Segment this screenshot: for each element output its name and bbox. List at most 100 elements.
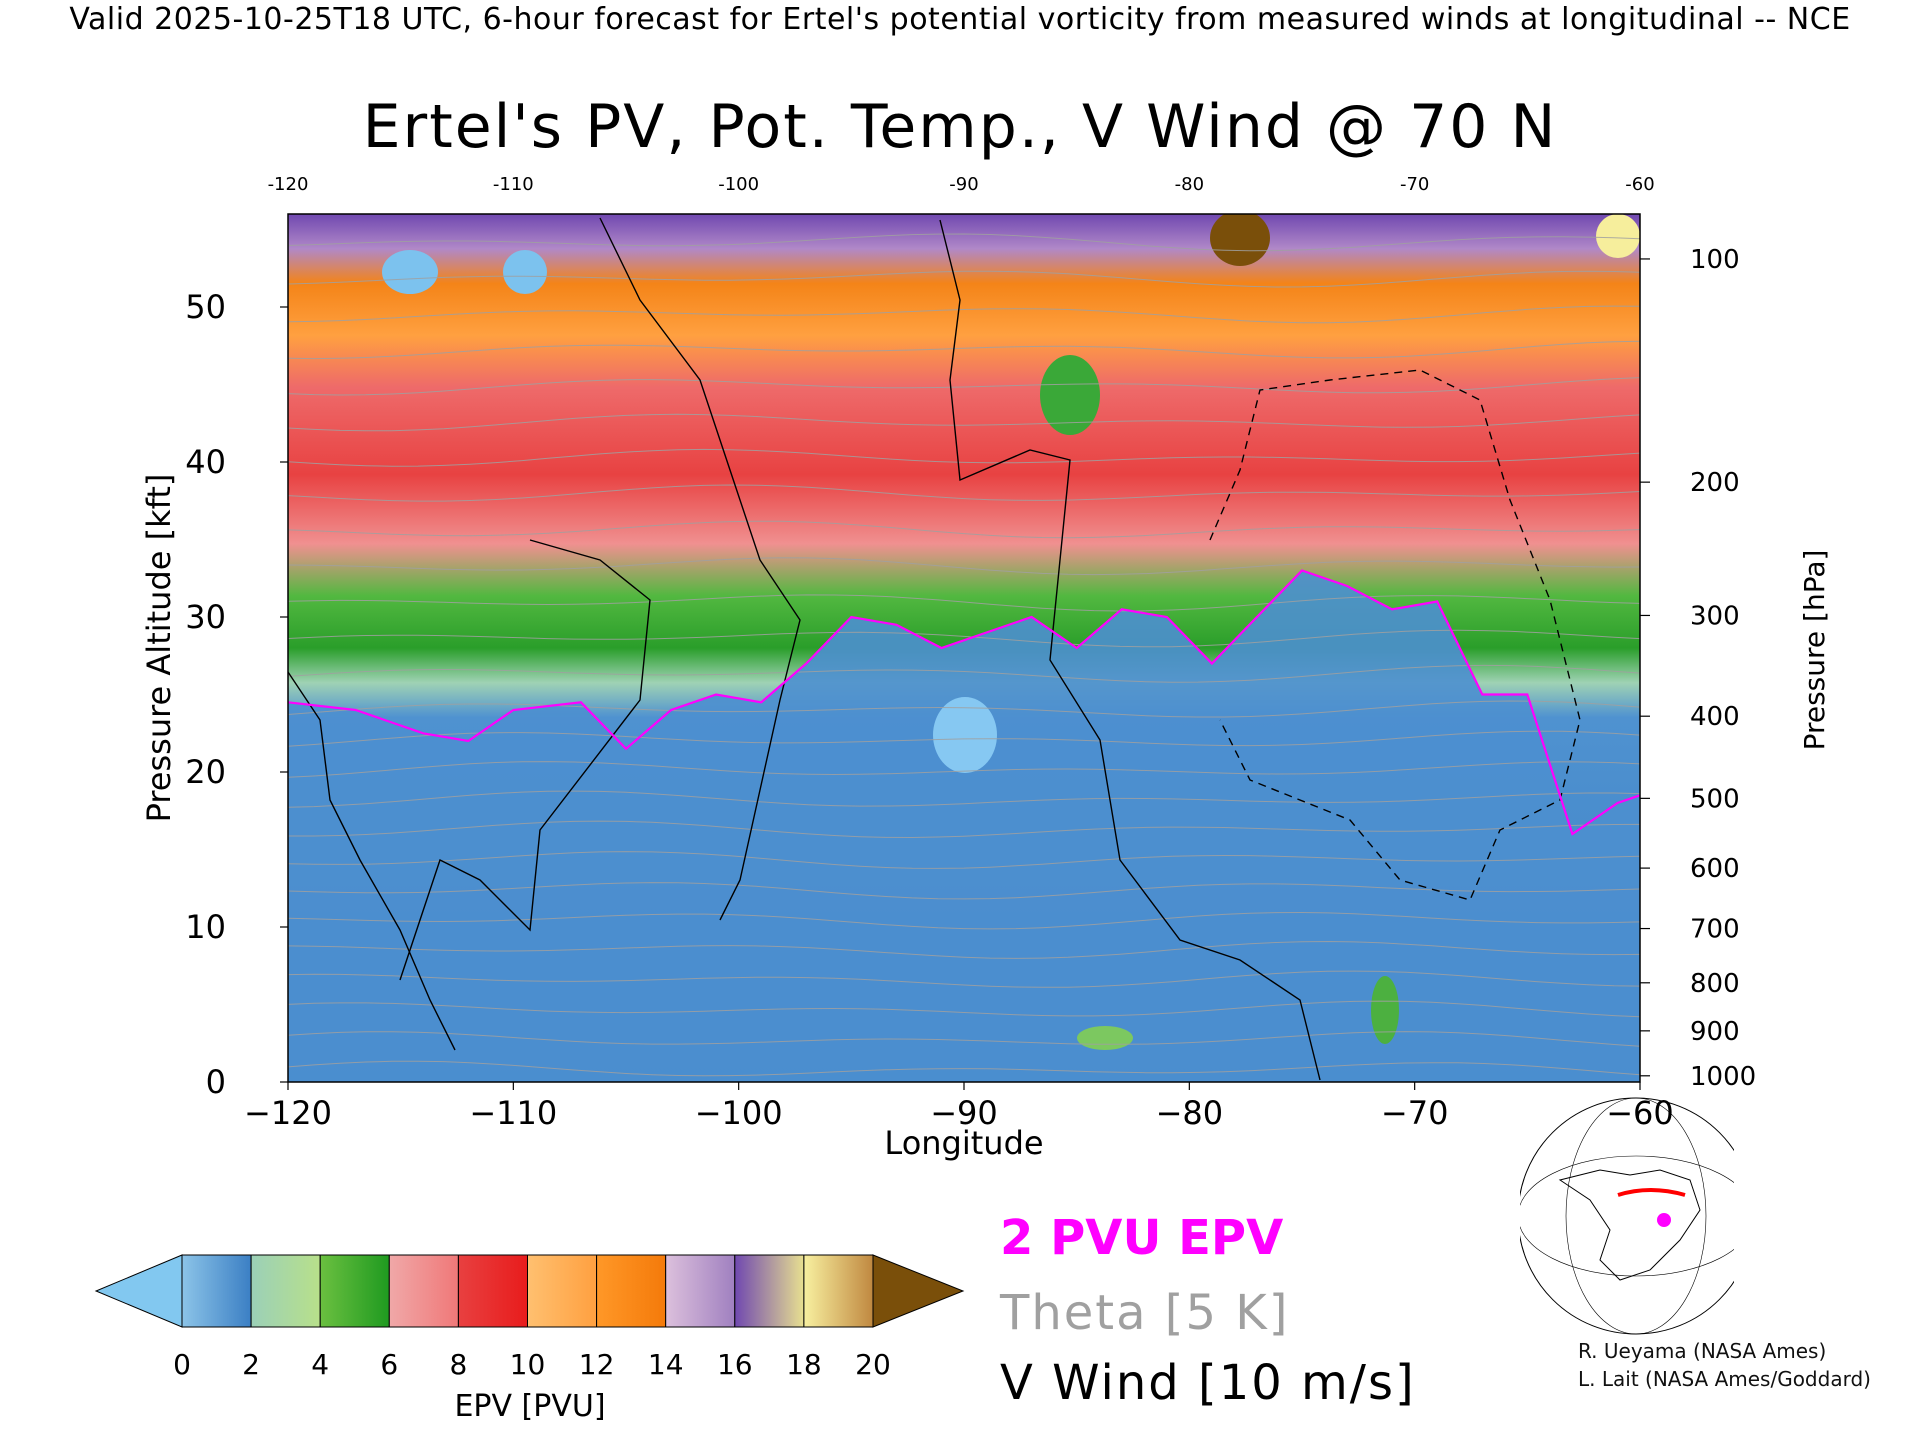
pressure-tick-label: 100: [1690, 245, 1740, 275]
x-tick-label: −80: [1156, 1094, 1224, 1132]
low-pv-patch: [933, 697, 997, 773]
x-top-tick-label: -110: [493, 174, 534, 195]
x-top-tick-label: -90: [949, 174, 978, 195]
colorbar-tick-label: 4: [311, 1348, 329, 1381]
locator-map-section-line: [1617, 1188, 1686, 1197]
colorbar-bin: [388, 1254, 459, 1328]
colorbar-bin: [734, 1254, 805, 1328]
theta-contour: [288, 664, 1640, 683]
colorbar-tick-label: 8: [449, 1348, 467, 1381]
epv-colorbar: 0 2 4 6 8 10 12 14 16 18 20: [94, 1254, 965, 1381]
theta-contour: [288, 790, 1640, 808]
y-tick-label: 30: [185, 598, 226, 636]
theta-contour: [288, 125, 1640, 142]
pressure-tick-label: 300: [1690, 601, 1740, 631]
colorbar-over-arrow: [872, 1254, 965, 1328]
colorbar-bin: [319, 1254, 390, 1328]
colorbar-bin: [596, 1254, 667, 1328]
y-axis-label: Pressure Altitude [kft]: [140, 474, 178, 823]
theta-contour: [288, 340, 1640, 360]
vwind-contour: [939, 219, 1321, 1081]
theta-contour: [288, 940, 1640, 959]
valid-time-note: Valid 2025-10-25T18 UTC, 6-hour forecast…: [69, 2, 1851, 37]
tropopause-2pvu-line: [288, 569, 1640, 836]
colorbar-tick-label: 18: [786, 1348, 822, 1381]
theta-contour: [288, 594, 1640, 612]
pressure-tick-label: 500: [1690, 784, 1740, 814]
x-axis-ticks: −120 −110 −100 −90 −80 −70 −60: [244, 1082, 1674, 1132]
theta-contour: [288, 1060, 1640, 1077]
theta-contour: [288, 270, 1640, 288]
theta-contour: [288, 557, 1640, 576]
colorbar-bin: [181, 1254, 252, 1328]
y-tick-label: 10: [185, 908, 226, 946]
locator-map-grid: [1565, 1097, 1707, 1335]
x-top-tick-label: -80: [1175, 174, 1204, 195]
theta-contour: [288, 484, 1640, 502]
x-top-axis-ticks: -120 -110 -100 -90 -80 -70 -60: [268, 174, 1655, 195]
colorbar-bin: [457, 1254, 528, 1328]
locator-map: [1500, 1097, 1764, 1335]
pressure-tick-label: 600: [1690, 854, 1740, 884]
colorbar-tick-label: 6: [380, 1348, 398, 1381]
x-top-tick-label: -100: [718, 174, 759, 195]
theta-contour: [288, 90, 1640, 107]
vwind-contour: [399, 539, 651, 981]
theta-contour: [288, 970, 1640, 988]
colorbar-tick-label: 0: [173, 1348, 191, 1381]
x-tick-label: −70: [1381, 1094, 1449, 1132]
low-pv-patch: [382, 250, 438, 294]
legend-theta: Theta [5 K]: [1000, 1285, 1290, 1341]
theta-contour: [1197, 214, 1262, 215]
colorbar-tick-label: 10: [510, 1348, 546, 1381]
legend-2pvu-epv: 2 PVU EPV: [1000, 1210, 1284, 1266]
theta-contour: [288, 520, 1640, 539]
colorbar-under-arrow: [94, 1254, 183, 1328]
theta-contour: [288, 730, 1640, 747]
y2-axis-label: Pressure [hPa]: [1798, 550, 1831, 751]
troposphere-fill: [288, 570, 1640, 1082]
x-top-tick-label: -120: [268, 174, 309, 195]
colorbar-label: EPV [PVU]: [454, 1389, 605, 1424]
vwind-contours: [288, 217, 1581, 1081]
pressure-tick-label: 700: [1690, 915, 1740, 945]
locator-map-globe: [1517, 1097, 1755, 1335]
low-pv-patch: [503, 250, 547, 294]
colorbar-bin: [665, 1254, 736, 1328]
theta-contour: [288, 377, 1640, 396]
y-tick-label: 40: [185, 443, 226, 481]
x-tick-label: −100: [695, 1094, 783, 1132]
x-axis-label: Longitude: [884, 1124, 1043, 1162]
colorbar-tick-label: 20: [855, 1348, 891, 1381]
epv-field-details: [288, 214, 1640, 1082]
x-tick-label: −90: [930, 1094, 998, 1132]
green-pv-patch: [1371, 976, 1399, 1044]
x-tick-label: −60: [1606, 1094, 1674, 1132]
theta-contour: [288, 882, 1640, 900]
colorbar-bin: [803, 1254, 874, 1328]
pressure-tick-label: 400: [1690, 702, 1740, 732]
colorbar-tick-label: 16: [717, 1348, 753, 1381]
locator-map-mask: [1734, 1140, 1764, 1300]
x-tick-label: −110: [469, 1094, 557, 1132]
high-pv-patch: [1596, 214, 1640, 258]
theta-contour: [288, 761, 1640, 778]
theta-contours: [288, 90, 1640, 1077]
colorbar-tick-label: 12: [579, 1348, 615, 1381]
high-pv-patch: [1210, 214, 1270, 266]
theta-contour: [288, 305, 1640, 324]
y-tick-label: 20: [185, 753, 226, 791]
y-axis-ticks: 0 10 20 30 40 50: [185, 288, 288, 1101]
colorbar-tick-label: 14: [648, 1348, 684, 1381]
theta-contour: [288, 233, 1640, 252]
theta-contour: [288, 851, 1640, 869]
locator-map-mask: [1500, 1140, 1520, 1300]
credit-line-1: R. Ueyama (NASA Ames): [1578, 1339, 1827, 1363]
theta-contour: [288, 911, 1640, 930]
green-pv-patch: [1077, 1026, 1133, 1050]
pressure-tick-label: 200: [1690, 468, 1740, 498]
colorbar-bin: [527, 1254, 598, 1328]
theta-contour: [288, 1000, 1640, 1018]
theta-contour: [288, 448, 1640, 467]
green-pv-patch: [1040, 355, 1100, 435]
